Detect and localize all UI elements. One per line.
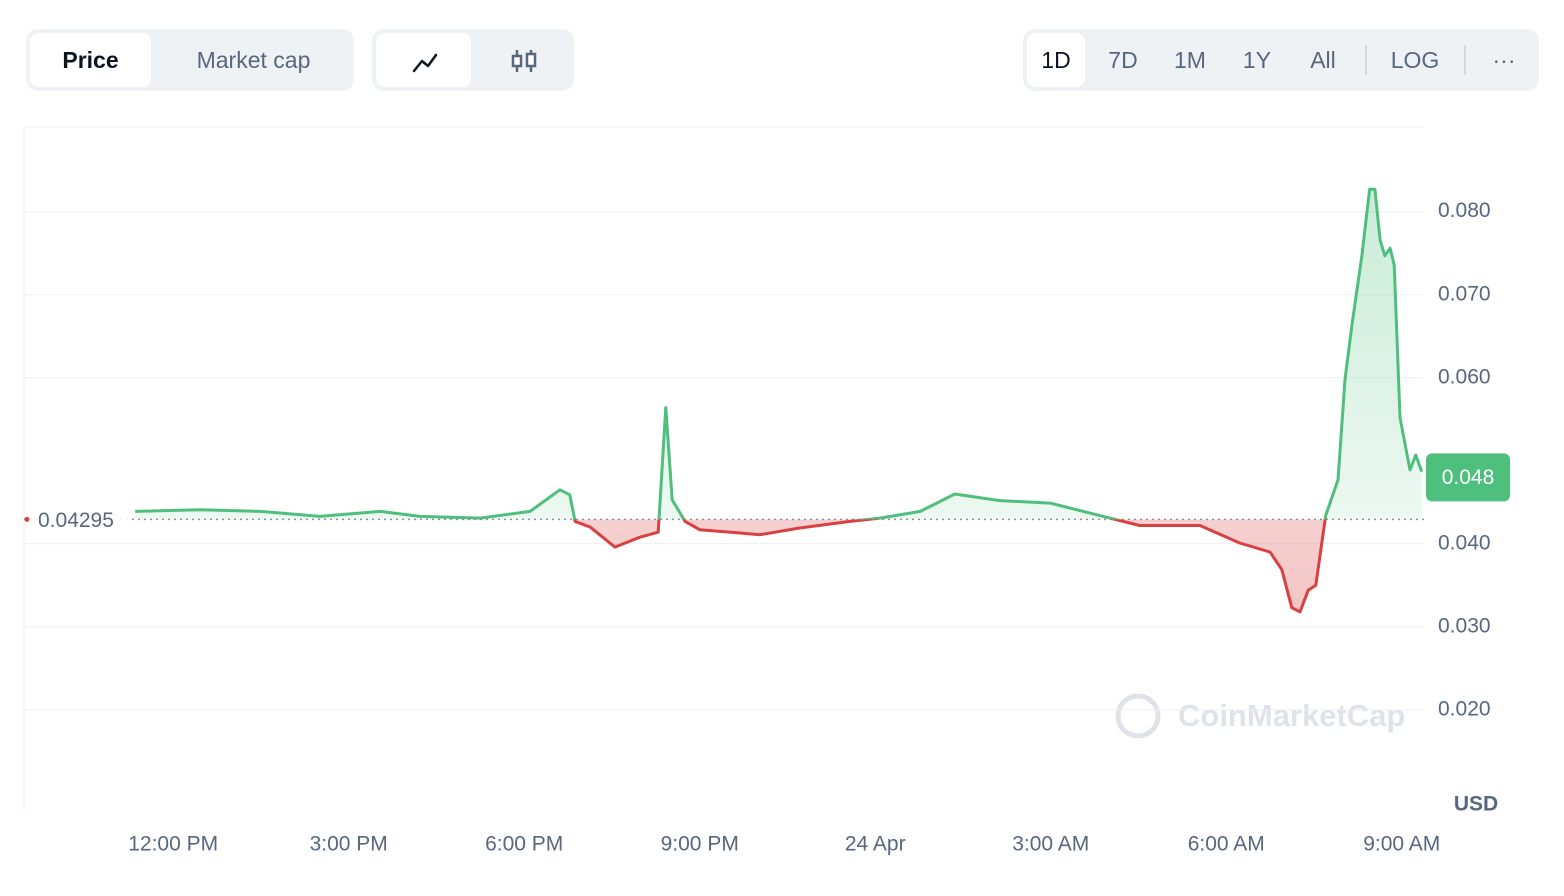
range-button[interactable]: 1D (1027, 33, 1085, 87)
tab-price[interactable]: Price (30, 33, 151, 87)
range-group: 1D 7D 1M 1Y All LOG ··· (1023, 29, 1539, 91)
x-tick-label: 3:00 AM (1012, 833, 1089, 856)
watermark: CoinMarketCap (1115, 693, 1405, 739)
x-tick-label: 12:00 PM (128, 833, 218, 856)
price-line-up (135, 187, 1424, 520)
candle-chart-button[interactable] (475, 33, 570, 87)
line-icon (412, 53, 438, 73)
separator (1365, 45, 1367, 75)
watermark-text: CoinMarketCap (1178, 698, 1405, 733)
separator (1464, 45, 1466, 75)
baseline-dot (24, 516, 30, 522)
current-price-tag (1426, 453, 1510, 502)
y-tick-label: 0.030 (1438, 614, 1491, 637)
candle-icon (511, 50, 537, 72)
area-up (135, 189, 1422, 520)
baseline-label-bg (30, 501, 128, 538)
baseline-label: 0.04295 (38, 509, 114, 532)
area-down (574, 519, 1326, 612)
x-tick-label: 6:00 PM (485, 833, 563, 856)
range-button[interactable]: All (1310, 47, 1336, 73)
x-tick-label: 9:00 AM (1363, 833, 1440, 856)
chart-type-group (372, 29, 574, 91)
price-line-down (470, 519, 1327, 614)
log-button[interactable]: LOG (1390, 47, 1440, 73)
range-button[interactable]: 1M (1174, 47, 1206, 73)
y-tick-label: 0.040 (1438, 531, 1491, 554)
y-tick-label: 0.060 (1438, 365, 1491, 388)
y-tick-label: 0.070 (1438, 282, 1491, 305)
range-button[interactable]: 7D (1108, 47, 1138, 73)
unit-label: USD (1454, 793, 1498, 816)
x-tick-label: 3:00 PM (310, 833, 388, 856)
y-tick-label: 0.020 (1438, 697, 1491, 720)
y-tick-label: 0.080 (1438, 199, 1491, 222)
x-tick-label: 24 Apr (845, 833, 906, 856)
x-tick-label: 6:00 AM (1188, 833, 1265, 856)
tab-market-cap[interactable]: Market cap (196, 47, 311, 73)
tab-group: Price Market cap (26, 29, 354, 91)
current-price-label: 0.048 (1442, 466, 1495, 489)
line-chart-button[interactable] (376, 33, 471, 87)
range-button[interactable]: 1Y (1242, 47, 1272, 73)
x-tick-label: 9:00 PM (661, 833, 739, 856)
more-button[interactable]: ··· (1492, 47, 1516, 73)
